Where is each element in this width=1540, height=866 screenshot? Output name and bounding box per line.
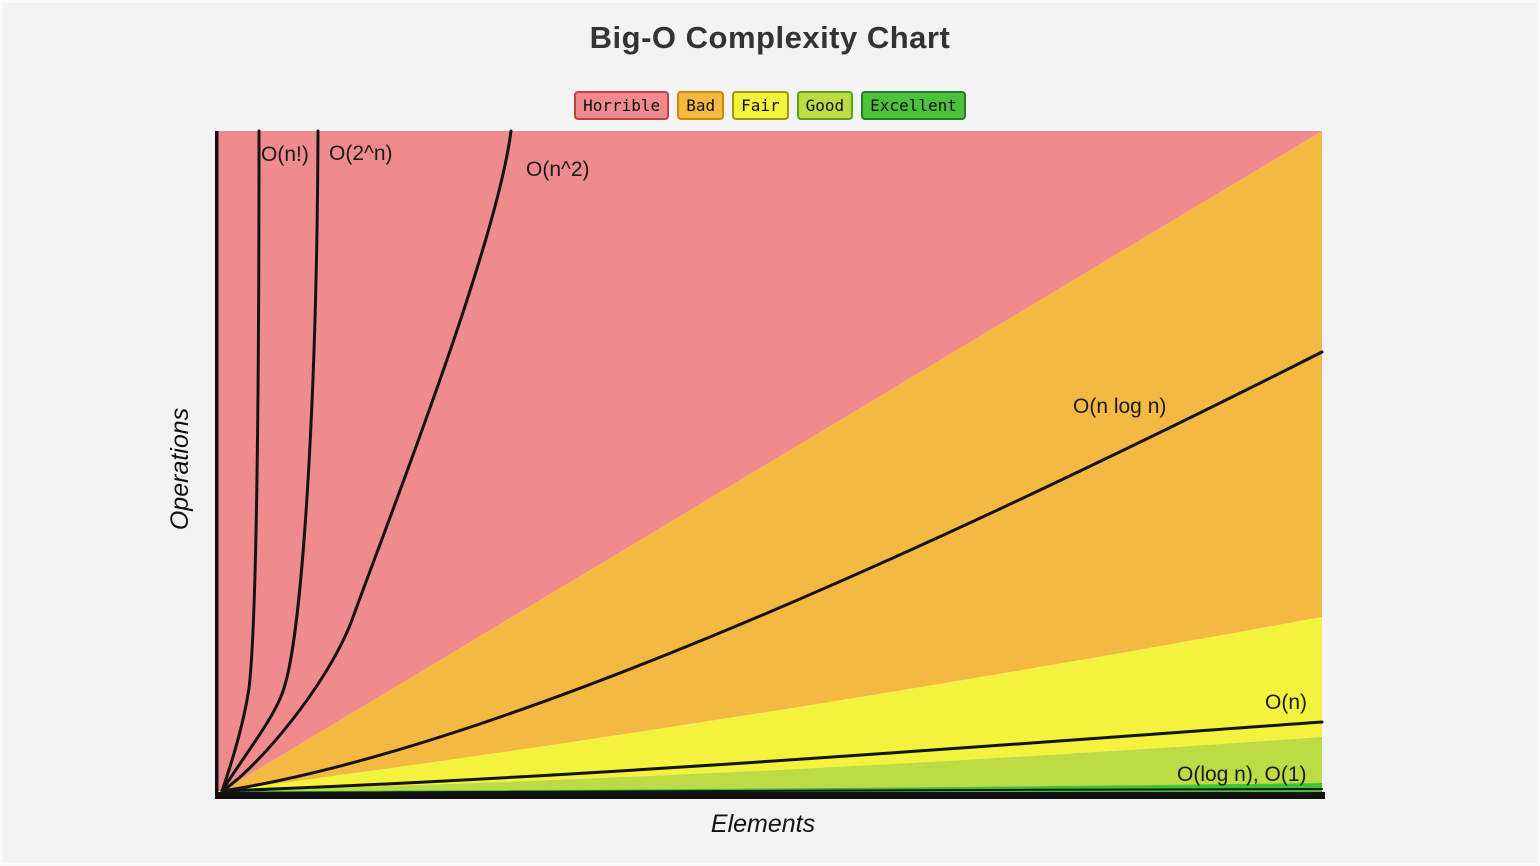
legend-badge-excellent: Excellent [861, 91, 966, 120]
label-o-n-squared: O(n^2) [526, 158, 590, 181]
x-axis-label: Elements [711, 810, 815, 838]
curve-o-n-factorial [220, 129, 261, 793]
curve-o-n [220, 720, 1324, 793]
label-o-n: O(n) [1265, 691, 1307, 714]
region-good [222, 737, 1322, 791]
curve-o-n-log-n [220, 350, 1324, 793]
legend-badge-good: Good [796, 91, 854, 120]
label-o-2-pow-n: O(2^n) [329, 142, 393, 165]
curve-labels: O(n!) O(2^n) O(n^2) O(n log n) O(n) O(lo… [261, 142, 1307, 786]
curve-o-2-pow-n [220, 129, 320, 793]
region-bad [222, 131, 1322, 791]
label-o-n-log-n: O(n log n) [1073, 395, 1166, 418]
page-title: Big-O Complexity Chart [589, 20, 951, 55]
legend-badge-horrible: Horrible [574, 91, 670, 120]
legend-badge-bad: Bad [677, 91, 725, 120]
label-o-log-n-o-1: O(log n), O(1) [1177, 763, 1307, 786]
label-o-n-factorial: O(n!) [261, 143, 309, 166]
complexity-legend: Horrible Bad Fair Good Excellent [0, 91, 1540, 120]
region-fair [222, 617, 1322, 791]
curve-o-n-squared [220, 129, 513, 793]
chart-regions [216, 131, 1322, 797]
legend-badge-fair: Fair [732, 91, 789, 120]
x-axis [215, 792, 1325, 799]
y-axis [215, 131, 219, 797]
region-horrible [216, 131, 1322, 791]
y-axis-label: Operations [166, 408, 194, 530]
